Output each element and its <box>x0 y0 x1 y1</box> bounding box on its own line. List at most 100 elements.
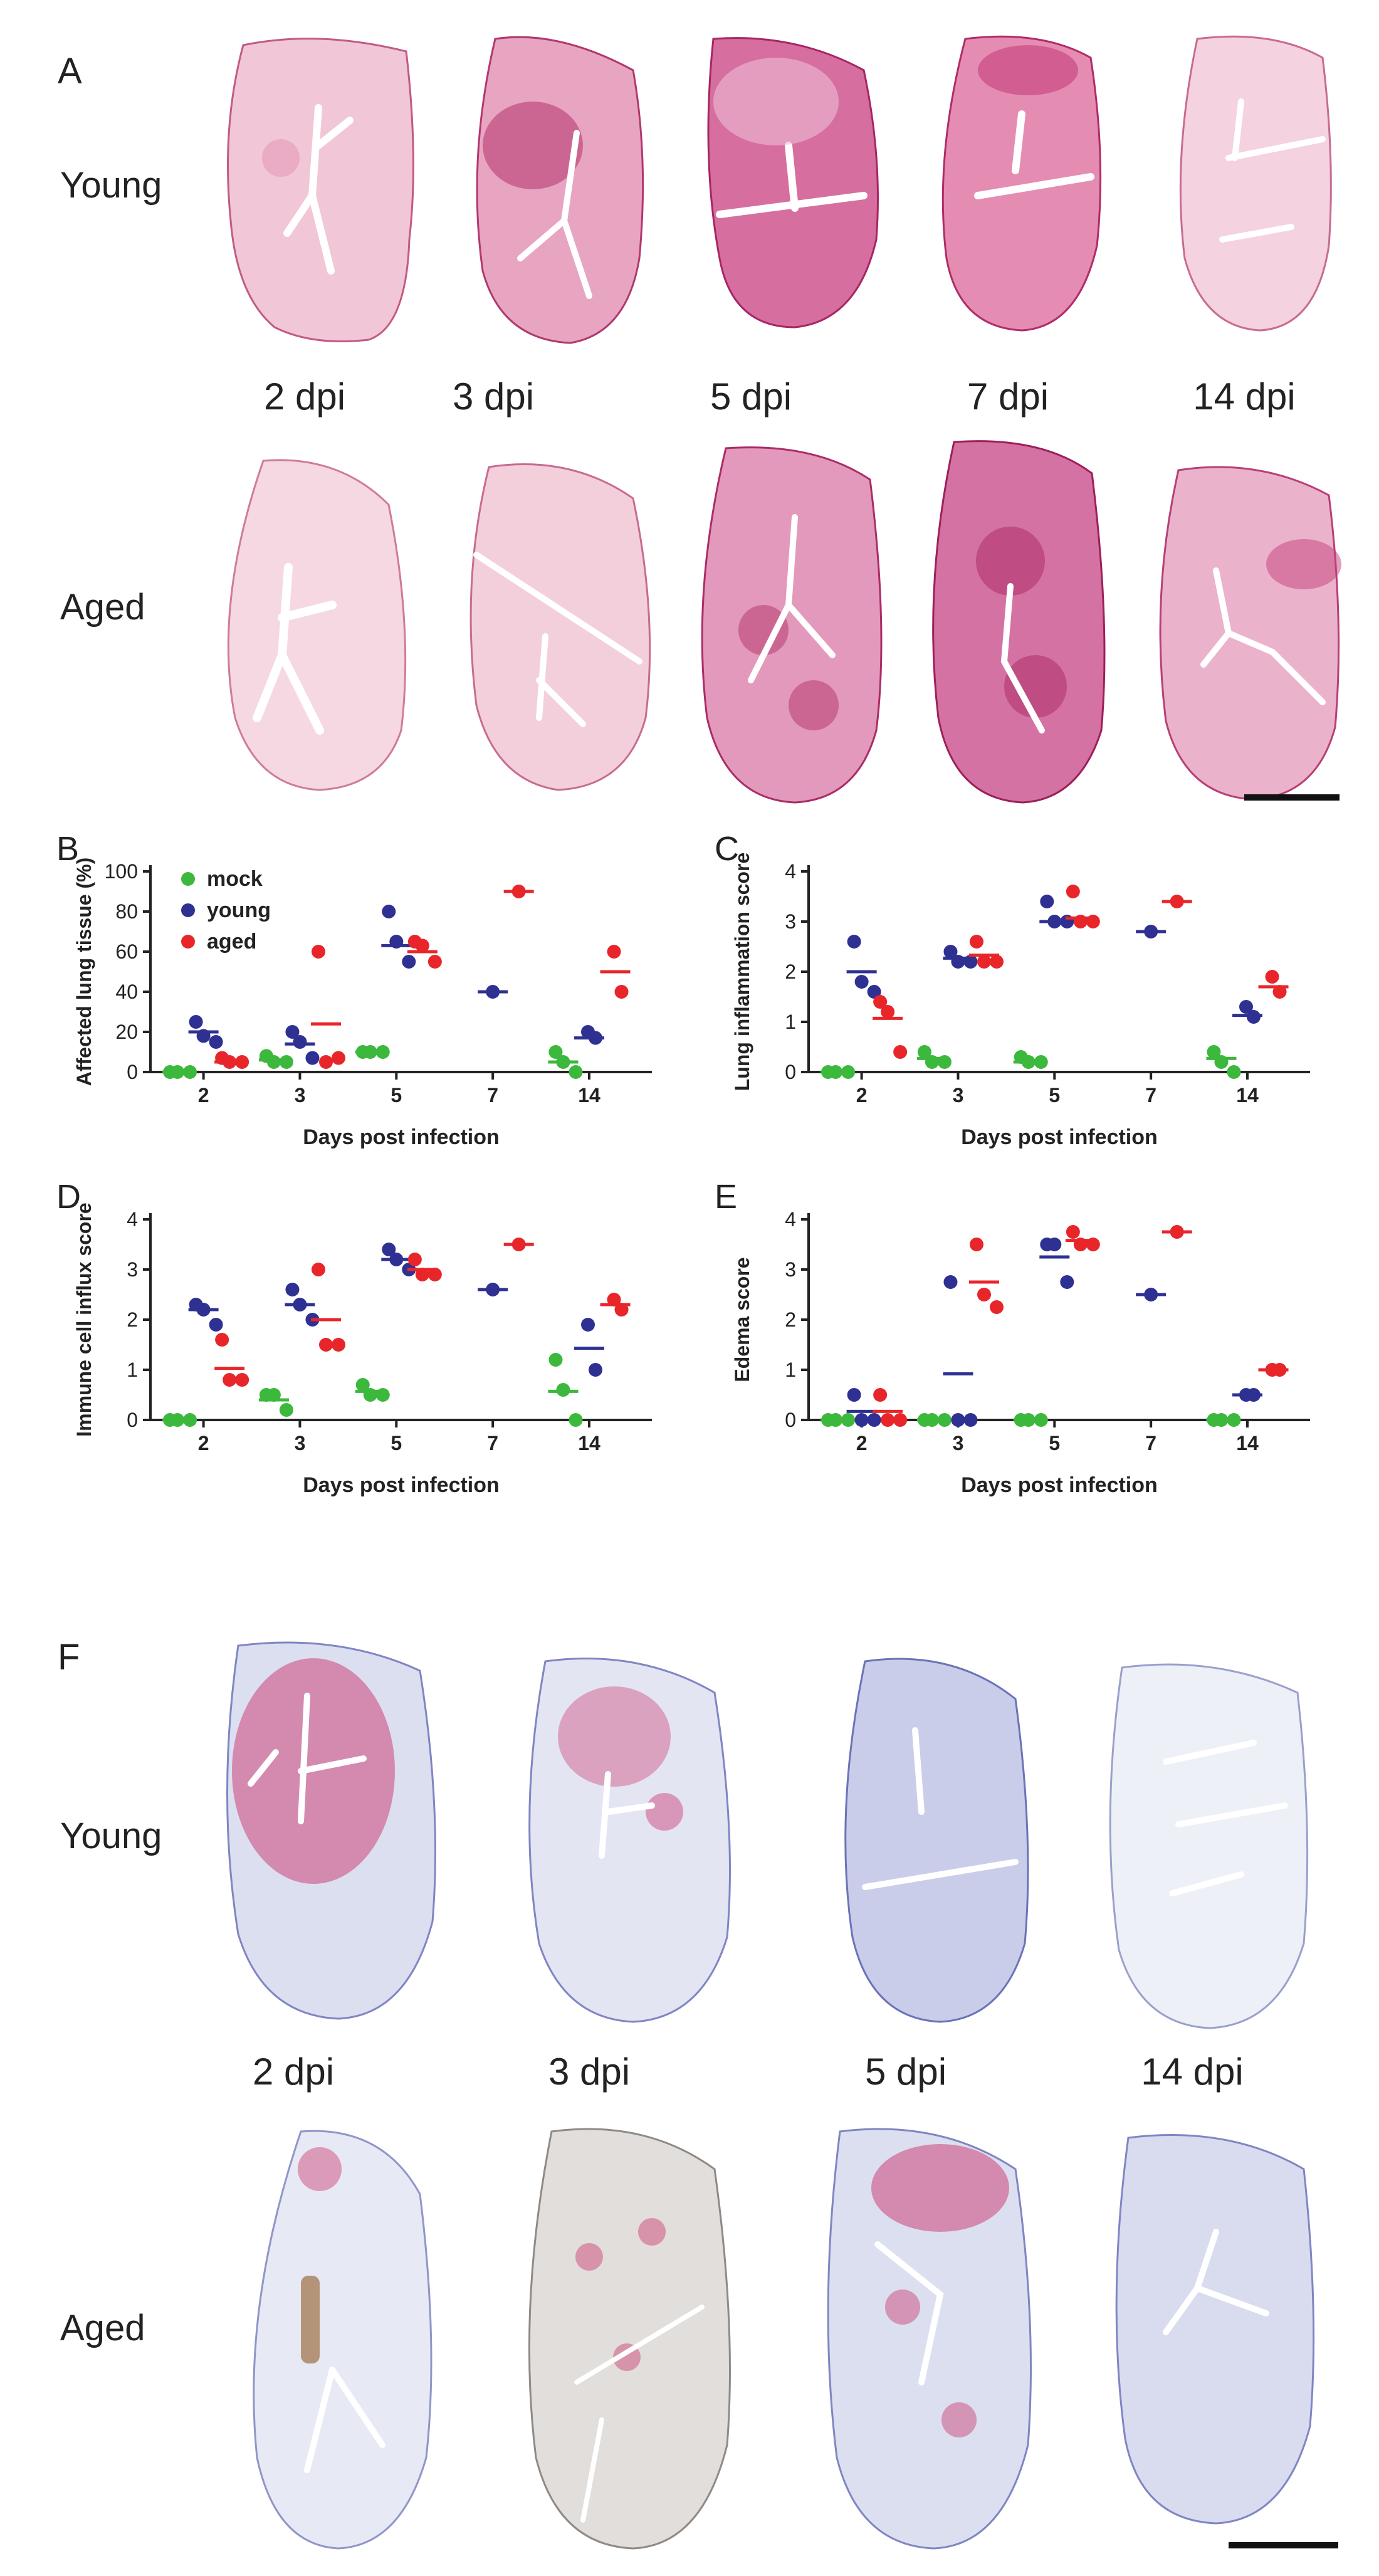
panel-f-dpi-14: 14 dpi <box>1141 2051 1244 2093</box>
young-point <box>1040 895 1054 908</box>
young-point <box>943 945 958 959</box>
mock-point <box>917 1045 931 1059</box>
young-point <box>1239 1000 1253 1014</box>
he-lung-aged-7dpi <box>932 440 1106 804</box>
mock-point <box>569 1413 583 1427</box>
chart-d: D 0 1 2 3 4 2 3 5 7 14 Days post infection Immune ce… <box>56 1178 652 1497</box>
y-tick-label: 1 <box>785 1359 796 1381</box>
y-tick-label: 1 <box>785 1011 796 1033</box>
aged-point <box>407 1253 422 1266</box>
panel-a-letter: A <box>58 51 82 92</box>
ihc-lung-young-5dpi <box>844 1658 1029 2023</box>
x-tick-label: 2 <box>856 1432 868 1454</box>
young-point <box>209 1318 223 1332</box>
young-point <box>854 975 869 989</box>
young-point <box>581 1318 595 1332</box>
aged-point <box>873 995 888 1009</box>
x-tick-label: 3 <box>295 1084 306 1107</box>
x-tick-label: 2 <box>198 1432 209 1454</box>
ihc-lung-young-3dpi <box>528 1658 731 2023</box>
x-tick-label: 3 <box>953 1084 964 1107</box>
young-point <box>382 1243 396 1256</box>
legend-mock-marker <box>181 872 195 886</box>
panel-a-scale-bar <box>1244 794 1340 801</box>
mock-point <box>548 1045 563 1059</box>
aged-point <box>427 955 442 969</box>
legend-aged-label: aged <box>207 930 256 954</box>
he-lung-aged-2dpi <box>227 459 407 791</box>
young-point <box>1047 1238 1062 1251</box>
chart-c: C 0 1 2 3 4 2 3 5 7 14 Days post infection Lung infl… <box>715 830 1310 1149</box>
chart-e-letter: E <box>715 1178 737 1216</box>
young-point <box>285 1025 300 1039</box>
aged-point <box>235 1373 249 1387</box>
mock-point <box>569 1065 583 1079</box>
he-lung-young-3dpi <box>476 36 644 344</box>
y-tick-label: 2 <box>127 1308 138 1331</box>
x-tick-label: 14 <box>1236 1084 1259 1107</box>
aged-point <box>1066 885 1080 898</box>
x-axis-label: Days post infection <box>303 1125 500 1149</box>
panel-f-letter: F <box>58 1637 80 1678</box>
panel-a-row-aged: Aged <box>60 587 145 628</box>
he-lung-aged-5dpi <box>701 446 883 804</box>
panel-a-row-young: Young <box>60 165 162 206</box>
ihc-lung-aged-14dpi <box>1115 2134 1315 2525</box>
aged-point <box>873 1388 888 1402</box>
aged-point <box>614 985 629 999</box>
y-tick-label: 20 <box>115 1021 138 1043</box>
panel-a-dpi-3: 3 dpi <box>452 376 535 418</box>
panel-a-dpi-14: 14 dpi <box>1193 376 1296 418</box>
panel-f-dpi-3: 3 dpi <box>548 2051 631 2093</box>
y-axis-label: Lung inflammation score <box>731 853 753 1091</box>
legend-mock-label: mock <box>207 867 263 891</box>
x-tick-label: 14 <box>578 1432 600 1454</box>
he-lung-young-5dpi <box>707 37 879 329</box>
chart-c-letter: C <box>715 830 739 868</box>
young-point <box>189 1015 203 1029</box>
mock-point <box>548 1353 563 1367</box>
legend-young-label: young <box>207 898 271 922</box>
aged-point <box>977 955 991 969</box>
ihc-lung-aged-2dpi <box>253 2130 433 2550</box>
young-point <box>293 1035 307 1049</box>
mock-point <box>279 1055 293 1069</box>
young-point <box>963 1413 978 1427</box>
panel-a-dpi-7: 7 dpi <box>967 376 1049 418</box>
y-tick-label: 100 <box>105 860 138 883</box>
young-point <box>402 955 416 969</box>
x-axis-label: Days post infection <box>961 1473 1158 1497</box>
young-point <box>867 1413 881 1427</box>
aged-point <box>990 955 1004 969</box>
aged-point <box>1265 970 1279 984</box>
y-tick-label: 0 <box>785 1409 796 1431</box>
young-point <box>847 1388 861 1402</box>
y-axis-label: Edema score <box>731 1257 753 1382</box>
aged-point <box>312 945 325 959</box>
young-point <box>382 905 396 918</box>
panel-a-dpi-5: 5 dpi <box>710 376 792 418</box>
panel-a-dpi-2: 2 dpi <box>263 376 346 418</box>
y-tick-label: 80 <box>115 900 138 923</box>
panel-f-row-aged: Aged <box>60 2308 145 2348</box>
aged-point <box>312 1263 325 1276</box>
panel-f-row-young: Young <box>60 1816 162 1856</box>
y-axis-label: Affected lung tissue (%) <box>73 858 95 1086</box>
aged-point <box>607 945 621 959</box>
aged-point <box>223 1373 237 1387</box>
x-tick-label: 2 <box>198 1084 209 1107</box>
y-tick-label: 60 <box>115 940 138 963</box>
legend-aged-marker <box>181 935 195 949</box>
young-point <box>943 1275 958 1289</box>
y-axis-label: Immune cell influx score <box>73 1202 95 1436</box>
mock-point <box>279 1403 293 1417</box>
ihc-lung-young-14dpi <box>1109 1663 1309 2029</box>
young-point <box>1060 1275 1074 1289</box>
y-tick-label: 40 <box>115 980 138 1003</box>
chart-e: E 0 1 2 3 4 2 3 5 7 14 Days post infection Edema sco… <box>715 1178 1310 1497</box>
x-tick-label: 14 <box>578 1084 600 1107</box>
x-tick-label: 5 <box>1049 1084 1060 1107</box>
y-tick-label: 0 <box>785 1061 796 1083</box>
x-tick-label: 3 <box>295 1432 306 1454</box>
y-tick-label: 0 <box>127 1409 138 1431</box>
